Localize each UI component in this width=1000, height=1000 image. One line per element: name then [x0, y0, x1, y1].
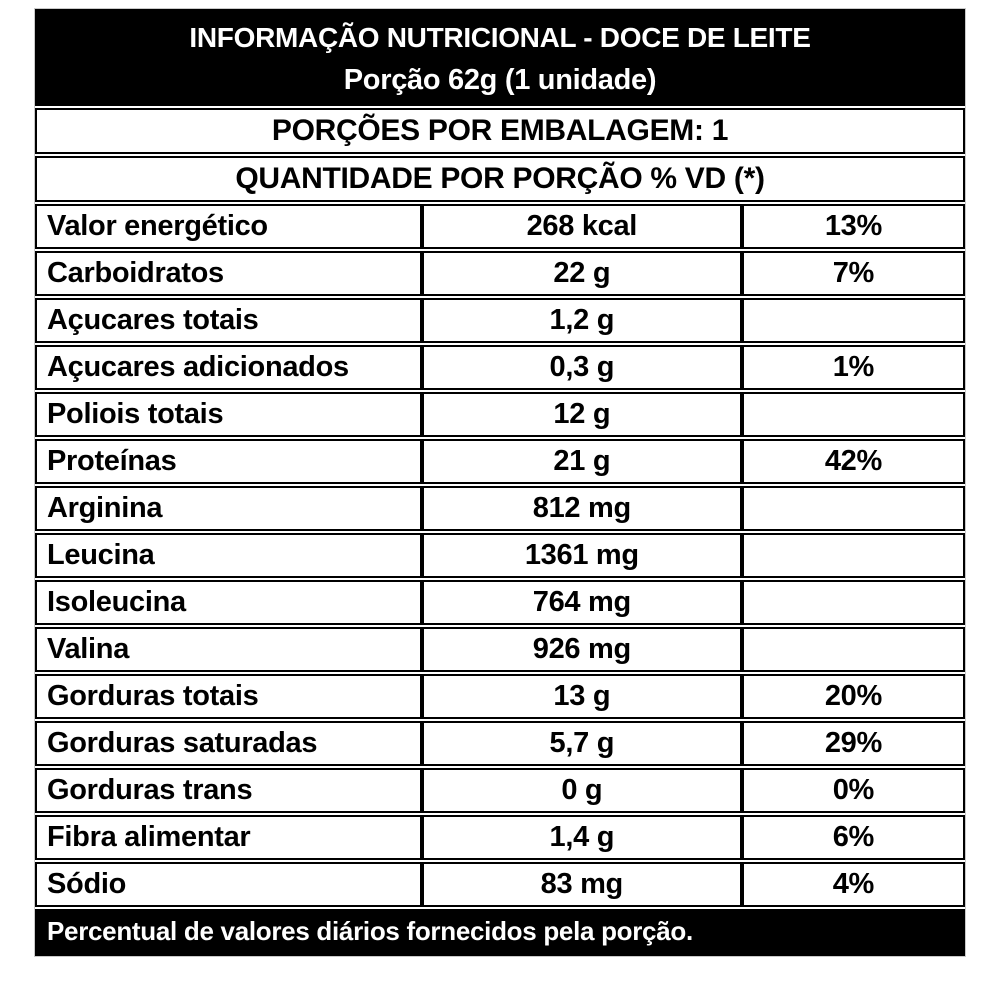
nutrient-amount: 0 g — [421, 768, 742, 813]
nutrient-dv — [741, 486, 965, 531]
table-row: Açucares totais 1,2 g — [35, 298, 965, 343]
nutrient-dv — [741, 533, 965, 578]
nutrient-dv — [741, 392, 965, 437]
nutrient-amount: 22 g — [421, 251, 742, 296]
nutrient-name: Valor energético — [35, 204, 422, 249]
nutrition-label: INFORMAÇÃO NUTRICIONAL - DOCE DE LEITE P… — [34, 8, 966, 957]
nutrient-dv: 13% — [741, 204, 965, 249]
table-row: Proteínas 21 g 42% — [35, 439, 965, 484]
nutrient-amount: 1,2 g — [421, 298, 742, 343]
nutrient-amount: 926 mg — [421, 627, 742, 672]
label-title: INFORMAÇÃO NUTRICIONAL - DOCE DE LEITE — [189, 22, 811, 53]
nutrient-name: Sódio — [35, 862, 422, 907]
table-row: Leucina 1361 mg — [35, 533, 965, 578]
nutrient-amount: 21 g — [421, 439, 742, 484]
nutrient-amount: 1361 mg — [421, 533, 742, 578]
table-row: Carboidratos 22 g 7% — [35, 251, 965, 296]
table-row: Sódio 83 mg 4% — [35, 862, 965, 907]
nutrient-dv: 1% — [741, 345, 965, 390]
nutrient-name: Açucares totais — [35, 298, 422, 343]
nutrient-dv: 6% — [741, 815, 965, 860]
nutrient-dv: 0% — [741, 768, 965, 813]
table-row: Gorduras trans 0 g 0% — [35, 768, 965, 813]
nutrient-dv: 20% — [741, 674, 965, 719]
table-row: Gorduras totais 13 g 20% — [35, 674, 965, 719]
table-row: Valor energético 268 kcal 13% — [35, 204, 965, 249]
table-row: Fibra alimentar 1,4 g 6% — [35, 815, 965, 860]
table-row: Valina 926 mg — [35, 627, 965, 672]
nutrient-amount: 0,3 g — [421, 345, 742, 390]
nutrient-dv — [741, 627, 965, 672]
nutrient-name: Carboidratos — [35, 251, 422, 296]
nutrient-name: Isoleucina — [35, 580, 422, 625]
nutrient-amount: 764 mg — [421, 580, 742, 625]
nutrient-name: Arginina — [35, 486, 422, 531]
nutrient-name: Valina — [35, 627, 422, 672]
nutrient-dv — [741, 580, 965, 625]
nutrient-dv — [741, 298, 965, 343]
table-row: Gorduras saturadas 5,7 g 29% — [35, 721, 965, 766]
nutrient-name: Gorduras saturadas — [35, 721, 422, 766]
nutrient-amount: 1,4 g — [421, 815, 742, 860]
daily-values-footnote: Percentual de valores diários fornecidos… — [35, 909, 965, 956]
nutrient-amount: 83 mg — [421, 862, 742, 907]
table-row: Açucares adicionados 0,3 g 1% — [35, 345, 965, 390]
table-row: Isoleucina 764 mg — [35, 580, 965, 625]
nutrient-dv: 7% — [741, 251, 965, 296]
label-header-bar: INFORMAÇÃO NUTRICIONAL - DOCE DE LEITE P… — [35, 9, 965, 106]
quantity-per-serving-header-row: QUANTIDADE POR PORÇÃO % VD (*) — [35, 156, 965, 202]
nutrient-dv: 29% — [741, 721, 965, 766]
nutrient-name: Gorduras totais — [35, 674, 422, 719]
nutrient-amount: 268 kcal — [421, 204, 742, 249]
table-row: Poliois totais 12 g — [35, 392, 965, 437]
nutrient-amount: 812 mg — [421, 486, 742, 531]
nutrient-dv: 42% — [741, 439, 965, 484]
nutrient-dv: 4% — [741, 862, 965, 907]
table-row: Arginina 812 mg — [35, 486, 965, 531]
nutrient-amount: 12 g — [421, 392, 742, 437]
serving-size-text: Porção 62g (1 unidade) — [343, 64, 657, 96]
nutrient-amount: 13 g — [421, 674, 742, 719]
nutrient-name: Gorduras trans — [35, 768, 422, 813]
servings-per-package-row: PORÇÕES POR EMBALAGEM: 1 — [35, 108, 965, 154]
nutrient-amount: 5,7 g — [421, 721, 742, 766]
nutrient-name: Fibra alimentar — [35, 815, 422, 860]
nutrient-name: Proteínas — [35, 439, 422, 484]
nutrient-name: Leucina — [35, 533, 422, 578]
nutrient-name: Açucares adicionados — [35, 345, 422, 390]
nutrient-name: Poliois totais — [35, 392, 422, 437]
nutrients-table: Valor energético 268 kcal 13% Carboidrat… — [35, 202, 965, 909]
